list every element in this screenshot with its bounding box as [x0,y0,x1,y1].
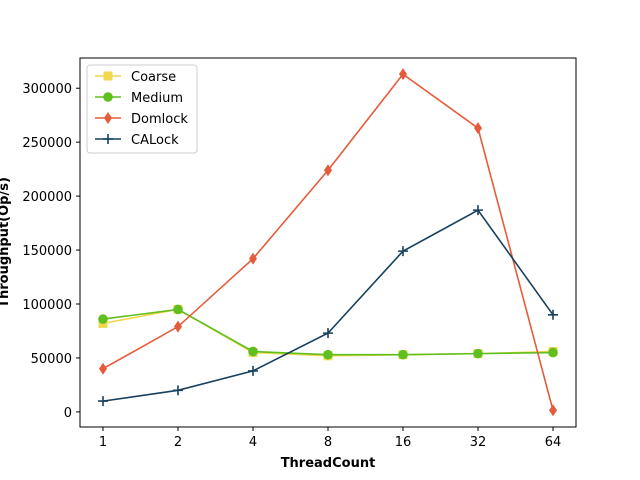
y-axis-label: Throughput(Op/s) [0,177,12,308]
legend-marker [104,112,112,124]
data-point [473,205,483,216]
series-medium [98,304,558,360]
series-domlock [99,68,557,417]
y-tick-label: 50000 [31,352,72,367]
data-point [323,349,333,360]
legend-label: Domlock [131,112,188,127]
data-point [98,314,108,324]
data-point [548,309,558,320]
data-point [324,164,332,177]
data-point [248,346,258,357]
data-point [323,328,333,339]
legend-item-coarse: Coarse [95,70,176,85]
x-tick-label: 1 [99,435,107,450]
legend-label: CALock [131,133,179,148]
legend: Coarse Medium Domlock CALock [86,64,198,154]
x-tick-label: 8 [324,435,332,450]
data-point [249,252,257,265]
y-tick-label: 0 [64,406,72,421]
data-point [549,404,557,417]
y-tick-label: 150000 [22,244,72,259]
legend-marker [103,134,113,144]
x-tick-label: 16 [395,435,412,450]
x-tick-label: 2 [174,435,182,450]
legend-item-domlock: Domlock [95,112,188,127]
y-tick-label: 250000 [22,136,72,151]
data-point [174,320,182,333]
series-calock [98,205,558,407]
x-tick-label: 32 [470,435,487,450]
data-point [173,304,183,315]
data-point [548,347,558,358]
legend-marker [103,92,113,102]
x-axis: 1 2 4 8 16 32 64 [99,427,561,450]
data-point [99,362,107,375]
x-tick-label: 4 [249,435,257,450]
legend-label: Medium [131,91,183,106]
legend-box [86,64,198,154]
data-point [398,246,408,257]
legend-label: Coarse [131,70,176,85]
legend-item-calock: CALock [95,133,179,148]
y-axis: 0 50000 100000 150000 200000 250000 300000 [22,82,80,421]
data-point [398,349,408,360]
data-point [173,385,183,396]
series-line [102,209,554,402]
y-tick-label: 100000 [22,298,72,313]
data-point [98,396,108,407]
legend-item-medium: Medium [95,91,183,106]
y-tick-label: 300000 [22,82,72,97]
y-tick-label: 200000 [22,190,72,205]
data-point [399,68,407,81]
legend-marker [103,71,113,81]
x-tick-label: 64 [545,435,562,450]
data-point [473,348,483,359]
data-point [474,122,482,135]
data-point [248,365,258,376]
chart-marks [98,68,558,417]
x-axis-label: ThreadCount [281,456,376,471]
